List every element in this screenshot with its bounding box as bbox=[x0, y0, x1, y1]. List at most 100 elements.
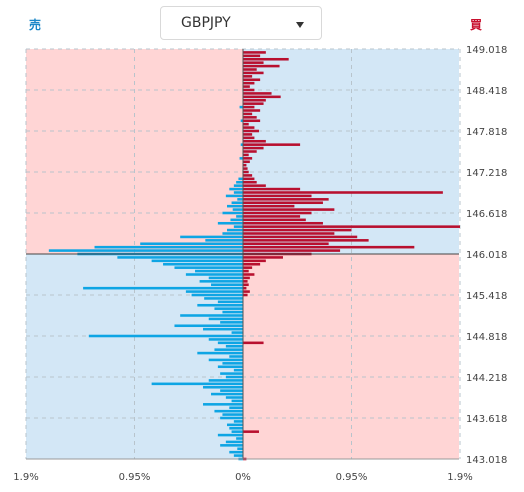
sell-bar-44 bbox=[208, 338, 243, 341]
buy-bar-38 bbox=[243, 180, 257, 184]
sell-bar-33 bbox=[217, 300, 243, 304]
sell-bar-34 bbox=[197, 303, 243, 307]
sell-bar-23 bbox=[174, 266, 243, 269]
buy-bar-15 bbox=[243, 102, 264, 105]
sell-bar-55 bbox=[225, 375, 243, 379]
buy-bar-52 bbox=[243, 228, 352, 232]
sell-bar-47 bbox=[214, 348, 243, 351]
buy-bar-47 bbox=[243, 211, 312, 215]
buy-bar-53 bbox=[243, 232, 335, 235]
y-tick-label-5: 146.018 bbox=[466, 250, 507, 261]
buy-bar-35 bbox=[243, 170, 249, 174]
buy-bar-48 bbox=[243, 215, 301, 218]
sell-bar-56 bbox=[208, 379, 243, 382]
sell-bar-35 bbox=[214, 307, 243, 310]
buy-bar-64 bbox=[243, 269, 249, 273]
sell-bar-17 bbox=[94, 245, 244, 249]
buy-bar-31 bbox=[243, 157, 253, 160]
y-tick-label-10: 143.018 bbox=[466, 455, 507, 466]
buy-bar-66 bbox=[243, 276, 250, 280]
sell-bar-8 bbox=[236, 215, 243, 218]
buy-bar-63 bbox=[243, 266, 253, 269]
sell-bar-63 bbox=[203, 403, 243, 406]
sell-bar-15 bbox=[205, 239, 243, 242]
sell-label: 売 bbox=[29, 18, 42, 32]
sell-bar-5 bbox=[227, 204, 243, 208]
sell-bar-25 bbox=[185, 273, 243, 276]
sell-bar-18 bbox=[48, 249, 244, 252]
sell-bar-70 bbox=[229, 426, 243, 430]
buy-bar-51 bbox=[243, 225, 460, 228]
buy-bar-36 bbox=[243, 174, 253, 177]
buy-bar-72 bbox=[243, 341, 264, 345]
buy-bar-0 bbox=[243, 51, 266, 54]
buy-bar-10 bbox=[243, 85, 250, 88]
sell-bar-54 bbox=[220, 372, 243, 375]
sell-bar-65 bbox=[214, 409, 243, 413]
buy-bar-61 bbox=[243, 259, 266, 263]
buy-bar-19 bbox=[243, 116, 257, 119]
sell-bar-26 bbox=[208, 276, 243, 280]
y-tick-label-3: 147.218 bbox=[466, 168, 507, 179]
sell-bar-85 bbox=[236, 180, 243, 184]
buy-bar-27 bbox=[243, 143, 301, 146]
sell-bar-69 bbox=[227, 423, 243, 427]
buy-bar-67 bbox=[243, 280, 248, 283]
buy-bar-22 bbox=[243, 126, 255, 129]
buy-bar-42 bbox=[243, 194, 312, 198]
sell-bar-20 bbox=[117, 256, 243, 259]
buy-bar-41 bbox=[243, 191, 443, 194]
y-tick-label-0: 149.018 bbox=[466, 45, 507, 56]
sell-bar-49 bbox=[229, 355, 243, 358]
buy-bar-2 bbox=[243, 57, 289, 61]
sell-bar-75 bbox=[220, 444, 243, 447]
sell-bar-29 bbox=[83, 286, 244, 290]
buy-bar-5 bbox=[243, 68, 257, 71]
buy-bar-50 bbox=[243, 221, 323, 225]
y-tick-label-6: 145.418 bbox=[466, 291, 507, 302]
sell-bar-11 bbox=[233, 225, 243, 228]
buy-bar-30 bbox=[243, 153, 249, 157]
sell-bar-37 bbox=[180, 314, 243, 317]
sell-bar-10 bbox=[217, 221, 243, 225]
buy-bar-28 bbox=[243, 146, 264, 150]
buy-bar-7 bbox=[243, 75, 253, 78]
buy-bar-13 bbox=[243, 95, 281, 99]
buy-bar-60 bbox=[243, 256, 283, 259]
buy-bar-9 bbox=[243, 81, 255, 85]
buy-bar-73 bbox=[243, 430, 259, 433]
x-tick-label-3: 0.95% bbox=[336, 472, 368, 483]
buy-bar-37 bbox=[243, 177, 255, 181]
sell-bar-2 bbox=[225, 194, 243, 198]
sell-bar-74 bbox=[225, 440, 243, 444]
sell-bar-38 bbox=[208, 317, 243, 321]
sell-bar-66 bbox=[222, 413, 243, 416]
chart-axes: 149.018 148.418 147.818 147.218 146.618 146.0… bbox=[13, 45, 507, 483]
buy-bar-25 bbox=[243, 136, 255, 140]
sell-bar-48 bbox=[197, 351, 243, 355]
sell-bar-81 bbox=[240, 119, 243, 123]
sell-bar-78 bbox=[233, 454, 243, 457]
buy-bar-45 bbox=[243, 204, 295, 208]
buy-label: 買 bbox=[470, 18, 483, 32]
sell-bar-21 bbox=[151, 259, 243, 263]
y-tick-label-2: 147.818 bbox=[466, 127, 507, 138]
sell-bar-16 bbox=[140, 242, 243, 246]
sell-bar-36 bbox=[222, 310, 243, 314]
buy-bar-69 bbox=[243, 286, 247, 290]
sell-bar-51 bbox=[222, 362, 243, 365]
symbol-dropdown[interactable]: GBPJPY bbox=[160, 6, 322, 40]
sell-bar-22 bbox=[163, 262, 243, 266]
sell-bar-7 bbox=[222, 211, 243, 215]
buy-bar-24 bbox=[243, 133, 253, 136]
buy-bar-16 bbox=[243, 105, 255, 109]
buy-bar-39 bbox=[243, 184, 266, 187]
sell-bar-52 bbox=[217, 365, 243, 369]
y-tick-label-9: 143.618 bbox=[466, 414, 507, 425]
x-tick-label-1: 0.95% bbox=[119, 472, 151, 483]
sell-bar-76 bbox=[237, 447, 243, 451]
sell-bar-77 bbox=[229, 450, 243, 454]
buy-bar-70 bbox=[243, 290, 250, 293]
buy-bar-1 bbox=[243, 54, 261, 58]
